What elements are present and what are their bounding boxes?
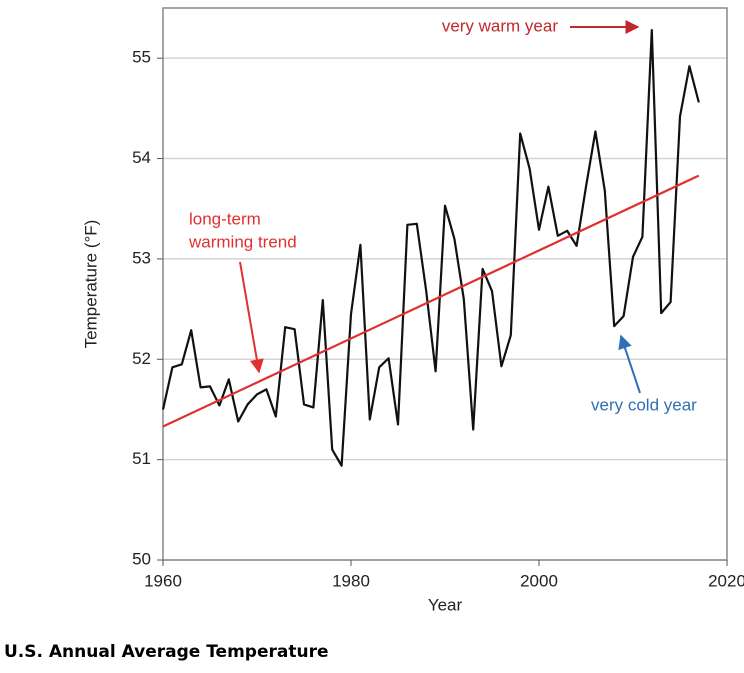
arrow	[618, 334, 641, 394]
y-tick-label: 53	[132, 248, 151, 267]
annotation: long-term	[189, 209, 261, 228]
annotation: very cold year	[591, 395, 697, 414]
line	[161, 28, 700, 467]
arrow	[239, 261, 264, 374]
annotation: very warm year	[442, 16, 559, 35]
y-tick-label: 55	[132, 48, 151, 67]
plot-frame	[162, 7, 728, 561]
annotation: warming trend	[188, 232, 297, 251]
y-tick-label: 54	[132, 148, 151, 167]
y-tick-label: 52	[132, 349, 151, 368]
x-tick-label: 1960	[144, 571, 182, 590]
x-axis-label: Year	[428, 595, 463, 614]
x-tick-label: 1980	[332, 571, 370, 590]
y-tick-label: 50	[132, 549, 151, 568]
chart-title: U.S. Annual Average Temperature	[4, 642, 328, 662]
x-tick-label: 2020	[708, 571, 744, 590]
y-axis-label: Temperature (°F)	[81, 220, 100, 349]
x-tick-label: 2000	[520, 571, 558, 590]
y-tick-label: 51	[132, 449, 151, 468]
line	[162, 174, 700, 428]
